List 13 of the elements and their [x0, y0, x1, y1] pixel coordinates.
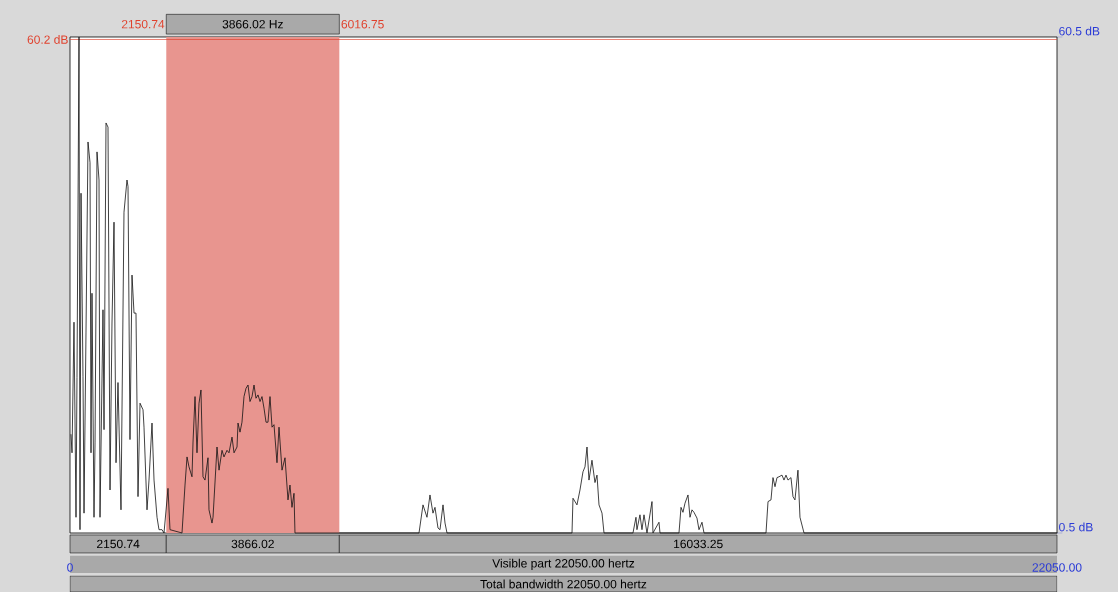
band-label: 3866.02 Hz: [222, 19, 283, 29]
text: Total bandwidth 22050.00 hertz: [480, 579, 647, 589]
text: 3866.02: [231, 539, 274, 549]
text: Visible part 22050.00 hertz: [492, 558, 635, 570]
x-tick-label: 22050.00: [1032, 563, 1082, 572]
text: 2150.74: [97, 539, 140, 549]
text: 2150.74: [121, 19, 165, 29]
y-tick-label: 0.5 dB: [1059, 522, 1093, 532]
ref-line-label: 60.2 dB: [27, 34, 68, 44]
text: 6016.75: [341, 19, 384, 29]
y-tick-label: 60.5 dB: [1059, 26, 1100, 36]
text: 16033.25: [674, 539, 723, 549]
x-tick-label: 0: [67, 563, 73, 572]
